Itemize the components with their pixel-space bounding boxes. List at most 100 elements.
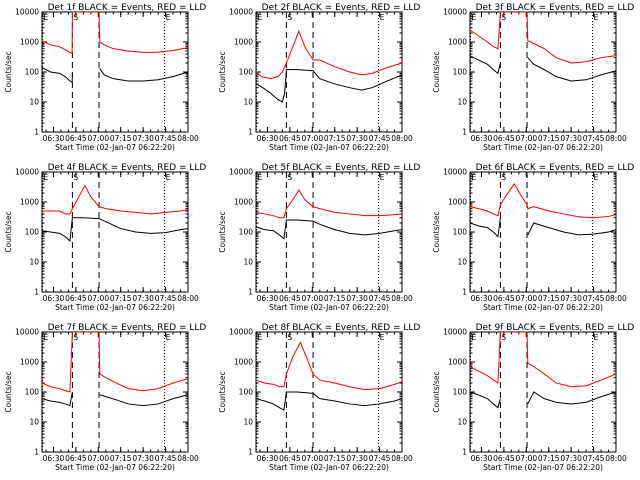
y-tick-label: 10000	[15, 168, 39, 177]
x-tick-label: 06:45	[493, 454, 515, 463]
series-events	[470, 55, 616, 82]
series-events	[256, 219, 402, 240]
time-marker-label: E	[594, 333, 599, 342]
x-tick-label: 07:45	[583, 454, 605, 463]
y-axis-label: Counts/sec	[4, 211, 13, 252]
y-tick-label: 1000	[448, 38, 467, 47]
x-tick-label: 07:45	[155, 454, 177, 463]
x-tick-label: 06:30	[471, 294, 493, 303]
x-tick-label: 07:00	[515, 134, 537, 143]
y-tick-label: 10	[29, 98, 39, 107]
series-lld	[42, 12, 188, 55]
time-marker-label: E	[594, 13, 599, 22]
x-axis-label: Start Time (02-Jan-07 06:22:20)	[483, 303, 603, 312]
y-tick-label: 1000	[20, 38, 39, 47]
y-tick-label: 100	[453, 228, 468, 237]
y-tick-label: 1	[34, 288, 39, 297]
x-axis-label: Start Time (02-Jan-07 06:22:20)	[483, 143, 603, 152]
series-lld	[256, 29, 402, 80]
x-tick-label: 07:15	[110, 134, 132, 143]
x-tick-label: 06:45	[279, 134, 301, 143]
x-axis-label: Start Time (02-Jan-07 06:22:20)	[55, 143, 175, 152]
time-marker-label: E	[380, 173, 385, 182]
x-tick-label: 06:45	[65, 134, 87, 143]
y-tick-label: 1	[34, 128, 39, 137]
y-tick-label: 10	[457, 98, 467, 107]
x-tick-label: 07:30	[560, 454, 582, 463]
x-tick-label: 06:30	[43, 134, 65, 143]
y-tick-label: 1	[248, 448, 253, 457]
y-tick-label: 100	[25, 68, 40, 77]
x-tick-label: 08:00	[605, 294, 627, 303]
x-tick-label: 07:45	[155, 294, 177, 303]
panel-det-5: Det 5f BLACK = Events, RED = LLD 1 10 100 10…	[218, 163, 420, 312]
series-lld	[256, 189, 402, 219]
time-marker-label: E	[471, 13, 476, 22]
time-marker-label: S	[501, 173, 506, 182]
time-marker-label: E	[43, 333, 48, 342]
plot-frame	[41, 11, 189, 133]
plot-frame	[255, 171, 403, 293]
y-axis-label: Counts/sec	[432, 211, 441, 252]
plot-frame	[41, 331, 189, 453]
time-marker-label: E	[471, 333, 476, 342]
x-tick-label: 07:00	[301, 134, 323, 143]
y-tick-label: 10000	[443, 168, 467, 177]
panel-det-8: Det 8f BLACK = Events, RED = LLD 1 10 100 10…	[218, 323, 420, 472]
panel-title: Det 5f BLACK = Events, RED = LLD	[262, 163, 421, 173]
x-tick-label: 07:00	[515, 454, 537, 463]
y-tick-label: 1000	[234, 38, 253, 47]
series-events	[42, 391, 188, 407]
time-marker-label: E	[257, 173, 262, 182]
y-tick-label: 1	[248, 288, 253, 297]
y-tick-label: 1000	[448, 198, 467, 207]
series-lld	[470, 332, 616, 388]
x-tick-label: 07:15	[538, 134, 560, 143]
y-tick-label: 100	[239, 68, 254, 77]
x-tick-label: 07:30	[560, 294, 582, 303]
series-lld	[470, 183, 616, 219]
x-axis-label: Start Time (02-Jan-07 06:22:20)	[269, 143, 389, 152]
plot-frame	[469, 331, 617, 453]
series-events	[470, 217, 616, 238]
time-marker-label: E	[380, 333, 385, 342]
panel-det-1: Det 1f BLACK = Events, RED = LLD 1 10 100 10…	[4, 3, 206, 152]
x-tick-label: 07:15	[538, 454, 560, 463]
panel-det-2: Det 2f BLACK = Events, RED = LLD 1 10 100 10…	[218, 3, 420, 152]
x-axis-label: Start Time (02-Jan-07 06:22:20)	[483, 463, 603, 472]
x-tick-label: 06:30	[471, 454, 493, 463]
y-tick-label: 10000	[229, 168, 253, 177]
y-axis-label: Counts/sec	[4, 51, 13, 92]
x-axis-label: Start Time (02-Jan-07 06:22:20)	[55, 303, 175, 312]
panel-title: Det 4f BLACK = Events, RED = LLD	[48, 163, 207, 173]
y-tick-label: 100	[239, 388, 254, 397]
y-tick-label: 10	[243, 98, 253, 107]
panel-title: Det 6f BLACK = Events, RED = LLD	[476, 163, 635, 173]
time-marker-label: S	[287, 333, 292, 342]
x-tick-label: 07:30	[346, 454, 368, 463]
x-tick-label: 07:15	[110, 294, 132, 303]
time-marker-label: E	[257, 13, 262, 22]
y-tick-label: 10	[243, 258, 253, 267]
x-tick-label: 07:45	[583, 134, 605, 143]
x-tick-label: 08:00	[177, 134, 199, 143]
x-tick-label: 06:45	[65, 454, 87, 463]
panel-title: Det 3f BLACK = Events, RED = LLD	[476, 3, 635, 13]
time-marker-label: E	[43, 173, 48, 182]
x-tick-label: 08:00	[391, 134, 413, 143]
x-tick-label: 07:00	[301, 294, 323, 303]
time-marker-label: S	[287, 13, 292, 22]
y-tick-label: 10000	[15, 8, 39, 17]
y-tick-label: 1000	[20, 358, 39, 367]
time-marker-label: S	[73, 13, 78, 22]
series-events	[470, 391, 616, 409]
x-tick-label: 08:00	[605, 134, 627, 143]
x-tick-label: 06:30	[257, 454, 279, 463]
series-events	[256, 69, 402, 103]
x-tick-label: 06:30	[471, 134, 493, 143]
x-tick-label: 06:30	[43, 454, 65, 463]
y-tick-label: 10	[457, 258, 467, 267]
y-axis-label: Counts/sec	[218, 211, 227, 252]
y-tick-label: 1	[462, 128, 467, 137]
